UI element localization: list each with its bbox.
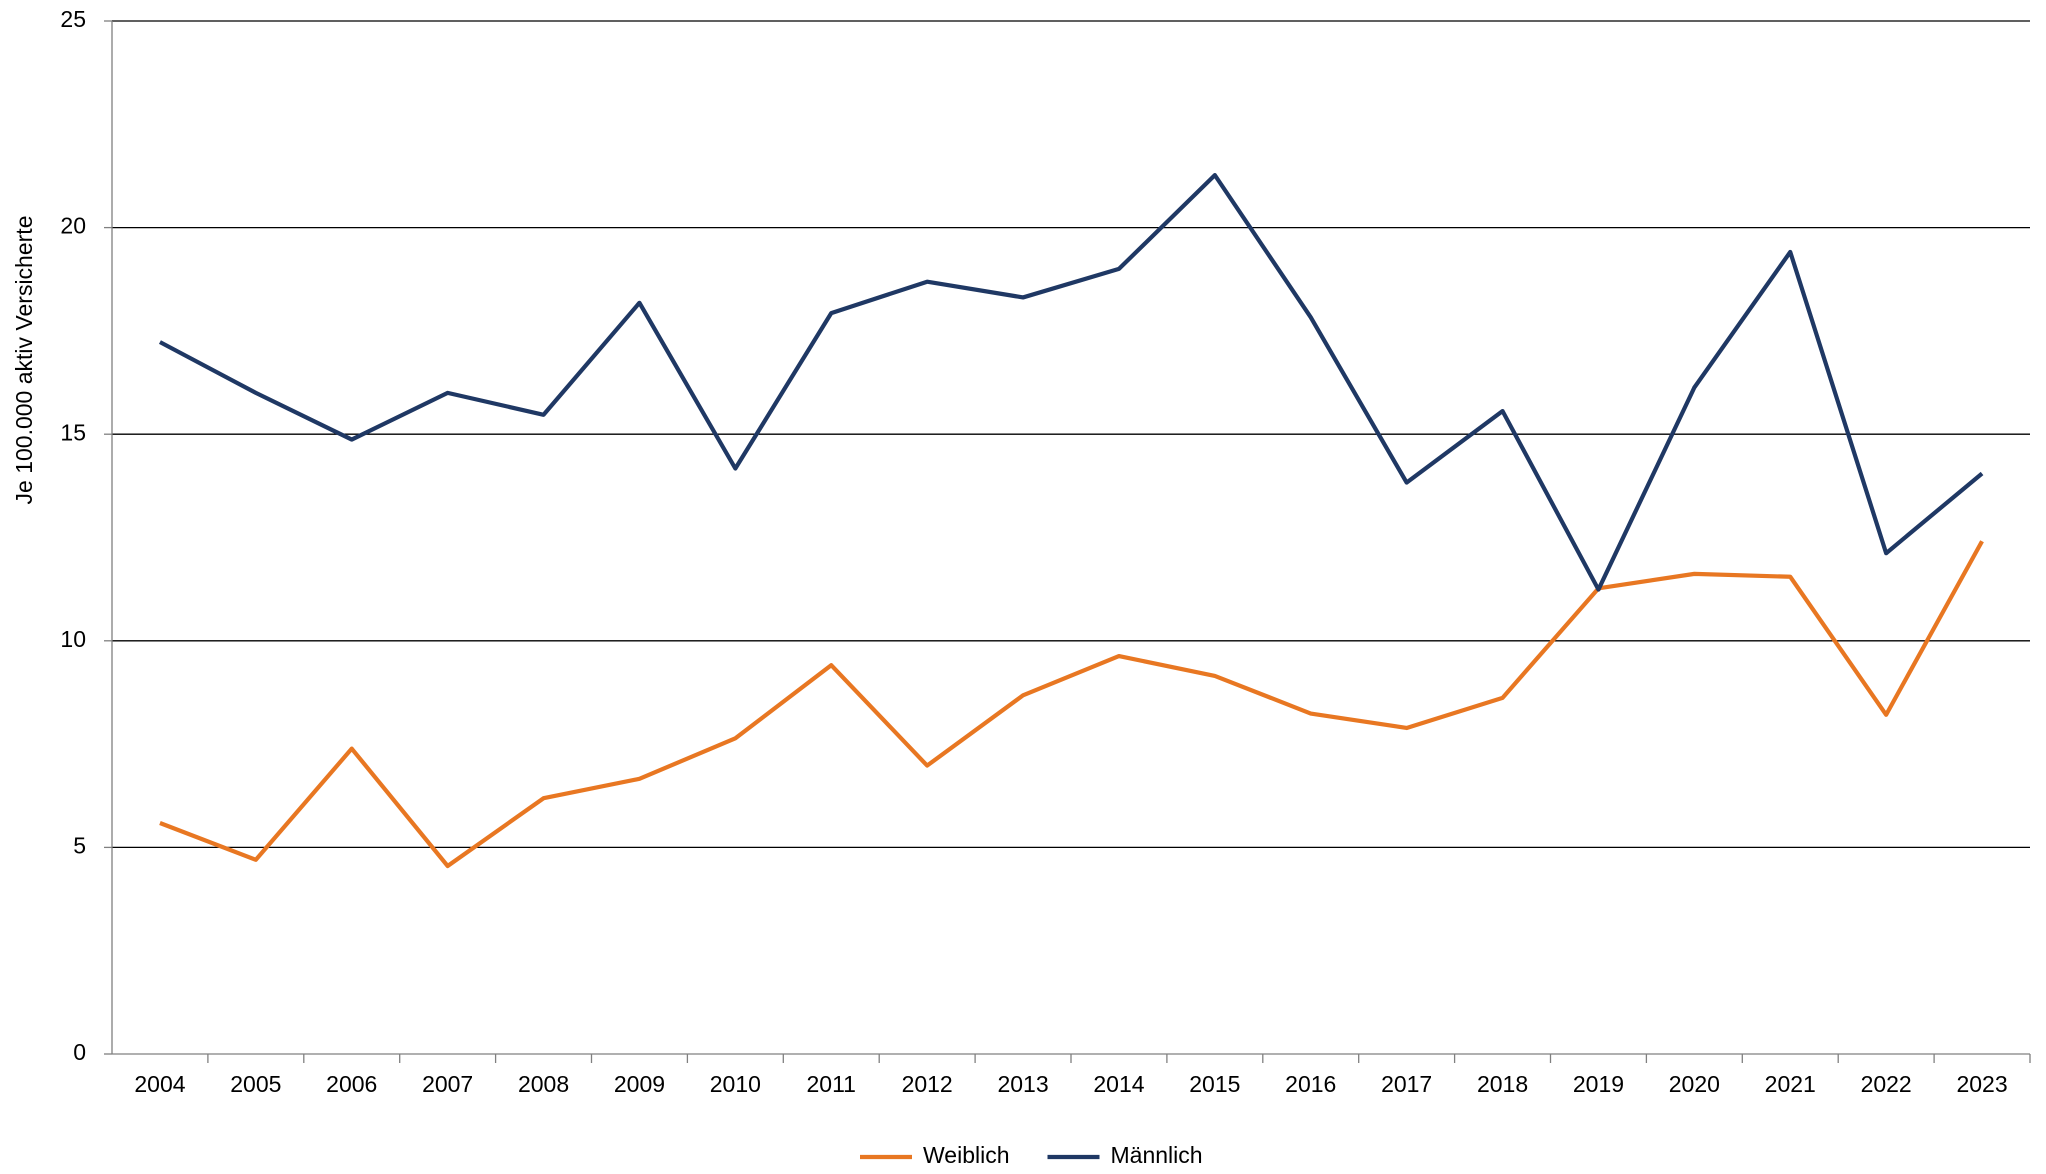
x-tick-label: 2007 [422,1071,473,1097]
x-tick-label: 2020 [1669,1071,1720,1097]
x-tick-label: 2009 [614,1071,665,1097]
x-tick-label: 2017 [1381,1071,1432,1097]
x-tick-label: 2023 [1956,1071,2007,1097]
y-tick-label: 15 [60,419,86,445]
x-tick-label: 2014 [1093,1071,1144,1097]
x-tick-label: 2015 [1189,1071,1240,1097]
x-tick-label: 2022 [1861,1071,1912,1097]
x-tick-label: 2012 [902,1071,953,1097]
y-tick-label: 20 [60,213,86,239]
x-tick-label: 2010 [710,1071,761,1097]
y-axis-label: Je 100.000 aktiv Versicherte [11,216,37,505]
x-tick-label: 2006 [326,1071,377,1097]
x-tick-label: 2021 [1765,1071,1816,1097]
y-tick-label: 5 [73,832,86,858]
y-tick-label: 0 [73,1039,86,1065]
x-tick-label: 2004 [134,1071,185,1097]
y-tick-label: 25 [60,6,86,32]
x-tick-label: 2018 [1477,1071,1528,1097]
x-tick-label: 2016 [1285,1071,1336,1097]
x-tick-label: 2013 [997,1071,1048,1097]
y-tick-label: 10 [60,626,86,652]
series-line [158,173,1984,592]
series-line [159,540,1984,869]
legend-label: Weiblich [923,1142,1010,1168]
x-tick-label: 2008 [518,1071,569,1097]
legend-label: Männlich [1111,1142,1203,1168]
x-tick-label: 2019 [1573,1071,1624,1097]
x-tick-label: 2005 [230,1071,281,1097]
x-tick-label: 2011 [807,1071,856,1097]
